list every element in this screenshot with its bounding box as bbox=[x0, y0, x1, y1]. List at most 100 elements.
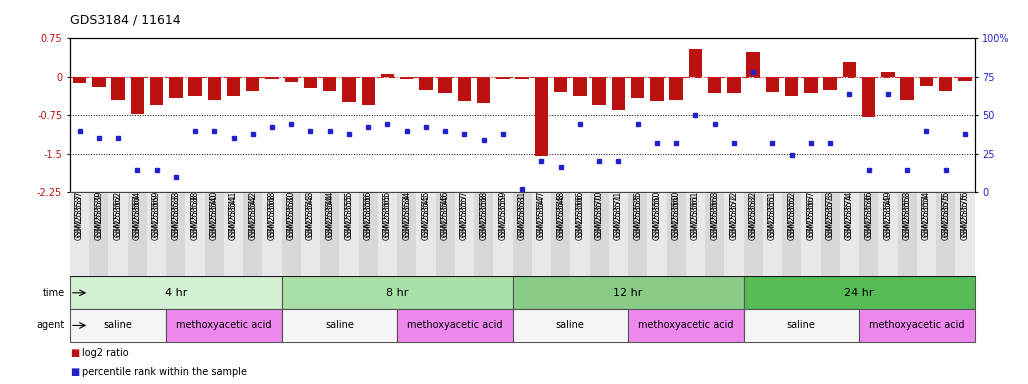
Text: 24 hr: 24 hr bbox=[844, 288, 874, 298]
Bar bbox=[823, 77, 837, 89]
Text: GSM253569: GSM253569 bbox=[152, 194, 161, 240]
Bar bbox=[958, 77, 971, 81]
Text: saline: saline bbox=[104, 320, 133, 331]
Bar bbox=[244, 192, 262, 276]
Bar bbox=[457, 77, 471, 101]
Text: GSM253559: GSM253559 bbox=[499, 194, 508, 240]
Bar bbox=[167, 309, 282, 342]
Text: GSM253541: GSM253541 bbox=[229, 194, 238, 240]
Bar bbox=[265, 77, 279, 79]
Bar bbox=[108, 192, 127, 276]
Bar bbox=[70, 276, 282, 309]
Text: GSM253549: GSM253549 bbox=[883, 194, 892, 240]
Bar bbox=[590, 192, 609, 276]
Bar bbox=[208, 77, 221, 100]
Text: GSM253551: GSM253551 bbox=[768, 194, 777, 240]
Bar bbox=[592, 77, 605, 105]
Bar bbox=[551, 192, 571, 276]
Bar bbox=[397, 309, 513, 342]
Text: percentile rank within the sample: percentile rank within the sample bbox=[82, 367, 248, 377]
Text: GSM253556: GSM253556 bbox=[364, 194, 373, 240]
Bar bbox=[380, 74, 394, 77]
Bar bbox=[785, 77, 799, 96]
Bar bbox=[111, 77, 124, 100]
Text: GSM253565: GSM253565 bbox=[383, 194, 392, 240]
Bar bbox=[531, 192, 551, 276]
Text: GSM253560: GSM253560 bbox=[671, 194, 681, 240]
Bar bbox=[766, 77, 779, 92]
Bar bbox=[513, 309, 628, 342]
Bar bbox=[901, 77, 914, 100]
Text: saline: saline bbox=[556, 320, 585, 331]
Bar bbox=[743, 192, 763, 276]
Bar bbox=[359, 192, 378, 276]
Bar bbox=[131, 77, 144, 114]
Text: GSM253534: GSM253534 bbox=[402, 194, 411, 240]
Bar bbox=[185, 192, 205, 276]
Text: GSM253539: GSM253539 bbox=[95, 194, 103, 240]
Text: 12 hr: 12 hr bbox=[614, 288, 642, 298]
Bar bbox=[477, 77, 490, 103]
Bar bbox=[70, 192, 89, 276]
Bar bbox=[840, 192, 859, 276]
Text: 4 hr: 4 hr bbox=[164, 288, 187, 298]
Text: GSM253550: GSM253550 bbox=[653, 194, 661, 240]
Bar bbox=[89, 192, 108, 276]
Text: GSM253546: GSM253546 bbox=[441, 194, 449, 240]
Text: GSM253570: GSM253570 bbox=[595, 194, 603, 240]
Bar bbox=[917, 192, 937, 276]
Text: GSM253540: GSM253540 bbox=[210, 194, 219, 240]
Bar bbox=[513, 192, 531, 276]
Bar bbox=[73, 77, 86, 83]
Bar bbox=[285, 77, 298, 82]
Bar bbox=[881, 72, 894, 77]
Text: GSM253533: GSM253533 bbox=[172, 194, 180, 240]
Text: GSM253545: GSM253545 bbox=[421, 194, 431, 240]
Text: GSM253573: GSM253573 bbox=[825, 194, 835, 240]
Bar bbox=[416, 192, 436, 276]
Bar bbox=[955, 192, 975, 276]
Bar bbox=[419, 77, 433, 89]
Text: GSM253566: GSM253566 bbox=[576, 194, 585, 240]
Bar bbox=[282, 192, 301, 276]
Bar bbox=[574, 77, 587, 96]
Bar bbox=[282, 276, 513, 309]
Text: saline: saline bbox=[325, 320, 354, 331]
Text: GSM253557: GSM253557 bbox=[460, 194, 469, 240]
Bar bbox=[400, 77, 413, 79]
Text: GSM253555: GSM253555 bbox=[344, 194, 354, 240]
Text: 8 hr: 8 hr bbox=[386, 288, 408, 298]
Bar bbox=[939, 77, 952, 91]
Bar bbox=[342, 77, 356, 103]
Bar bbox=[246, 77, 259, 91]
Text: log2 ratio: log2 ratio bbox=[82, 348, 128, 358]
Text: methoxyacetic acid: methoxyacetic acid bbox=[176, 320, 271, 331]
Text: GSM253542: GSM253542 bbox=[248, 194, 257, 240]
Bar bbox=[205, 192, 224, 276]
Bar bbox=[763, 192, 782, 276]
Bar bbox=[689, 49, 702, 77]
Bar bbox=[70, 309, 167, 342]
Bar bbox=[535, 77, 548, 156]
Bar bbox=[497, 77, 510, 79]
Bar bbox=[859, 309, 975, 342]
Bar bbox=[859, 192, 878, 276]
Text: GSM253547: GSM253547 bbox=[537, 194, 546, 240]
Bar bbox=[612, 77, 625, 110]
Text: GSM253530: GSM253530 bbox=[287, 194, 296, 240]
Bar bbox=[571, 192, 590, 276]
Text: GSM253564: GSM253564 bbox=[133, 194, 142, 240]
Bar bbox=[743, 309, 859, 342]
Bar bbox=[339, 192, 359, 276]
Bar bbox=[282, 309, 397, 342]
Bar bbox=[493, 192, 513, 276]
Bar bbox=[804, 77, 817, 93]
Bar bbox=[150, 77, 163, 105]
Bar bbox=[782, 192, 801, 276]
Text: GSM253538: GSM253538 bbox=[190, 194, 199, 240]
Bar bbox=[820, 192, 840, 276]
Text: GSM253562: GSM253562 bbox=[113, 194, 122, 240]
Text: ■: ■ bbox=[70, 348, 79, 358]
Bar bbox=[651, 77, 664, 101]
Text: GSM253536: GSM253536 bbox=[865, 194, 873, 240]
